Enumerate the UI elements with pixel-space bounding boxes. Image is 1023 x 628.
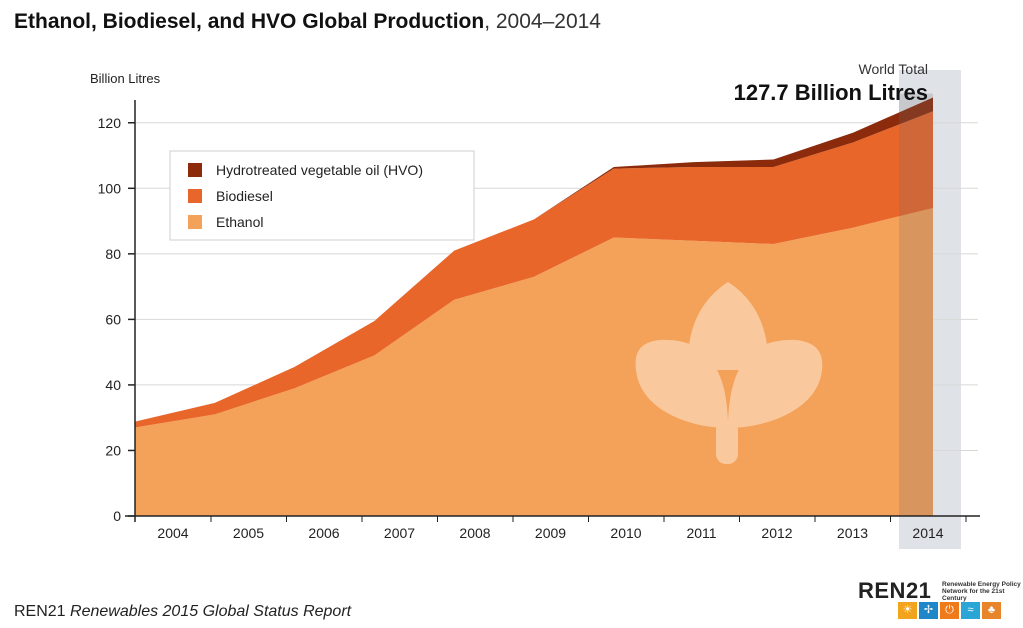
wind-turbine-icon: ✢ <box>919 602 938 619</box>
power-icon: ⏻ <box>940 602 959 619</box>
legend-swatch-0 <box>188 163 202 177</box>
leaf-icon: ♣ <box>982 602 1001 619</box>
logo-tagline: Renewable Energy Policy Network for the … <box>942 581 1021 602</box>
x-tick-label-2014: 2014 <box>912 525 943 541</box>
chart-title-years: , 2004–2014 <box>484 10 601 33</box>
leaf-top-petal <box>687 282 769 370</box>
leaf-stem <box>716 420 738 464</box>
logo-icon-row: ☀ ✢ ⏻ ≈ ♣ <box>898 602 1001 619</box>
source-footer: REN21 Renewables 2015 Global Status Repo… <box>14 603 351 621</box>
footer-org: REN21 <box>14 603 66 620</box>
highlight-overlay <box>899 93 933 516</box>
x-tick-label-2010: 2010 <box>610 525 641 541</box>
x-tick-label-2006: 2006 <box>308 525 339 541</box>
chart-title: Ethanol, Biodiesel, and HVO Global Produ… <box>14 10 601 34</box>
ren21-logo: REN21 Renewable Energy Policy Network fo… <box>858 578 1021 622</box>
leaf-right-petal <box>728 339 823 428</box>
world-total-value: 127.7 Billion Litres <box>734 80 928 105</box>
production-chart: 0 20 40 60 80 100 120 2004 2005 2006 2007 2008 2009 2… <box>90 61 980 549</box>
x-tick-label-2004: 2004 <box>157 525 188 541</box>
logo-name: REN21 <box>858 578 932 603</box>
x-tick-label-2011: 2011 <box>686 525 716 541</box>
x-tick-label-2007: 2007 <box>384 525 415 541</box>
y-tick-label-0: 0 <box>113 508 121 524</box>
legend-swatch-2 <box>188 215 202 229</box>
y-tick-label-20: 20 <box>105 442 121 458</box>
area-biodiesel <box>135 111 933 428</box>
y-axis-label: Billion Litres <box>90 71 161 86</box>
leaf-left-petal <box>635 339 728 428</box>
x-tick-label-2008: 2008 <box>459 525 490 541</box>
legend-label-1: Biodiesel <box>216 188 273 204</box>
world-total-label: World Total <box>858 61 928 77</box>
x-tick-label-2013: 2013 <box>837 525 868 541</box>
legend: Hydrotreated vegetable oil (HVO) Biodiese… <box>169 150 475 241</box>
sun-icon: ☀ <box>898 602 917 619</box>
legend-swatch-1 <box>188 189 202 203</box>
legend-label-0: Hydrotreated vegetable oil (HVO) <box>216 162 423 178</box>
chart-title-main: Ethanol, Biodiesel, and HVO Global Produ… <box>14 10 485 33</box>
x-tick-label-2005: 2005 <box>233 525 264 541</box>
legend-box <box>169 150 475 241</box>
x-tick-label-2009: 2009 <box>535 525 566 541</box>
x-tick-label-2012: 2012 <box>761 525 792 541</box>
footer-report: Renewables 2015 Global Status Report <box>70 603 352 620</box>
y-tick-label-100: 100 <box>98 180 122 196</box>
y-tick-label-60: 60 <box>105 311 121 327</box>
legend-label-2: Ethanol <box>216 214 263 230</box>
leaf-icon <box>635 282 823 464</box>
y-tick-label-80: 80 <box>105 246 121 262</box>
water-wave-icon: ≈ <box>961 602 980 619</box>
y-tick-label-120: 120 <box>98 115 122 131</box>
y-tick-label-40: 40 <box>105 377 121 393</box>
